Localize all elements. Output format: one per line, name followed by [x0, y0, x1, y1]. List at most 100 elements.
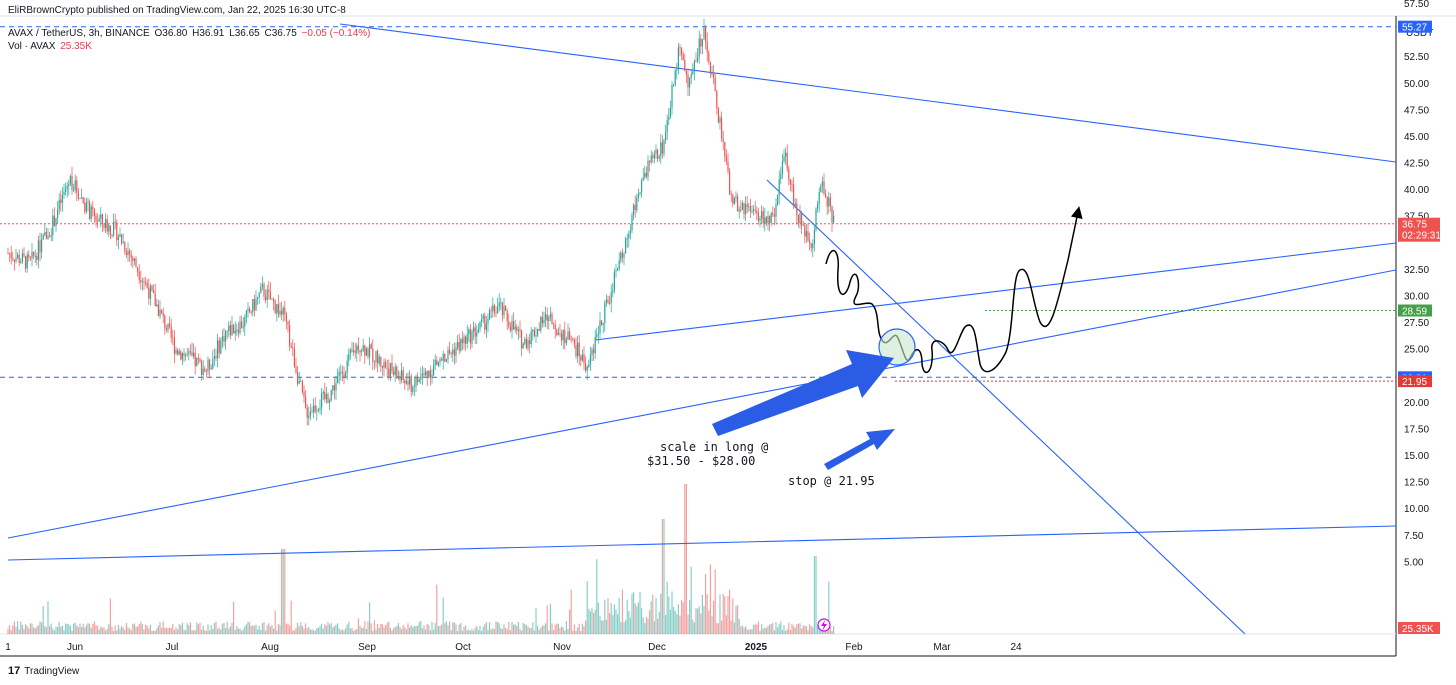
entry-zone-circle[interactable]	[878, 328, 916, 366]
candle-body	[404, 379, 406, 384]
y-tick-label: 45.00	[1404, 132, 1429, 143]
candle-body	[789, 179, 791, 185]
candle-body	[778, 179, 780, 196]
candle-body	[721, 117, 723, 139]
candle-body	[386, 367, 388, 369]
lightning-icon[interactable]	[817, 618, 831, 632]
volume-bar	[810, 626, 812, 634]
trendline[interactable]	[594, 242, 1396, 341]
candle-body	[769, 216, 771, 223]
volume-bar	[601, 620, 603, 634]
volume-bar	[154, 630, 156, 634]
volume-bar	[140, 621, 142, 634]
candle-body	[753, 209, 755, 211]
volume-bar	[431, 621, 433, 634]
candle-body	[831, 206, 833, 223]
candle-body	[383, 361, 385, 368]
volume-bar	[610, 603, 612, 634]
tradingview-footer[interactable]: 17 TradingView	[8, 665, 79, 677]
volume-bar	[796, 624, 798, 634]
volume-bar	[732, 598, 734, 634]
candle-body	[213, 356, 215, 359]
volume-bar	[63, 630, 65, 634]
candle-body	[591, 349, 593, 355]
candle-body	[604, 302, 606, 324]
candle-body	[410, 376, 412, 392]
candle-body	[433, 365, 435, 375]
x-tick-label: Nov	[553, 642, 571, 653]
candle-body	[655, 149, 657, 154]
volume-bar	[181, 622, 183, 634]
projection-path[interactable]	[825, 206, 1083, 374]
candle-body	[105, 219, 107, 228]
volume-bar	[423, 625, 425, 634]
candle-body	[42, 234, 44, 240]
volume-bar	[500, 628, 502, 634]
volume-bar	[554, 624, 556, 634]
x-tick-label: Aug	[261, 642, 279, 653]
volume-bar	[578, 623, 580, 634]
volume-bar	[143, 629, 145, 634]
candle-body	[306, 407, 308, 418]
volume-bar	[741, 625, 743, 634]
volume-bar	[239, 628, 241, 634]
time-axis[interactable]: 1 Jun Jul Aug Sep Oct Nov Dec 2025 Feb Mar 24	[5, 642, 1022, 653]
candle-body	[212, 359, 214, 369]
candle-body	[825, 193, 827, 197]
candle-body	[57, 209, 59, 218]
volume-bar	[772, 622, 774, 634]
candle-body	[697, 57, 699, 61]
candle-body	[249, 308, 251, 313]
symbol-name[interactable]: AVAX / TetherUS, 3h, BINANCE	[8, 28, 150, 39]
candle-body	[77, 192, 79, 199]
trendline[interactable]	[7, 525, 1396, 561]
volume-bar	[505, 627, 507, 634]
volume-bar	[705, 573, 707, 634]
scale-in-arrow-icon[interactable]	[712, 350, 894, 436]
candle-body	[623, 253, 625, 258]
volume-bar	[737, 605, 739, 634]
candle-body	[393, 371, 395, 375]
volume-bar	[295, 628, 297, 634]
trendline[interactable]	[339, 23, 1396, 163]
candle-body	[109, 225, 111, 235]
tradingview-brand[interactable]: TradingView	[24, 665, 80, 677]
candle-body	[173, 337, 175, 354]
volume-bar	[98, 629, 100, 634]
symbol-legend[interactable]: AVAX / TetherUS, 3h, BINANCE O36.80 H36.…	[8, 28, 372, 39]
volume-legend[interactable]: Vol · AVAX 25.35K	[8, 41, 94, 52]
candle-body	[233, 324, 235, 334]
volume-bar	[90, 627, 92, 634]
volume-tag-label: 25.35K	[1402, 624, 1434, 635]
candle-body	[804, 225, 806, 237]
volume-bar	[105, 630, 107, 634]
volume-bar	[33, 627, 35, 634]
volume-bar	[87, 623, 89, 634]
stop-arrow-icon[interactable]	[824, 429, 895, 470]
candle-body	[362, 345, 364, 351]
candle-body	[802, 225, 804, 227]
candle-body	[602, 323, 604, 325]
volume-bar	[775, 622, 777, 634]
trendline[interactable]	[7, 269, 1396, 539]
volume-bar	[543, 625, 545, 634]
volume-bar	[9, 625, 11, 634]
y-tick-label: 40.00	[1404, 185, 1429, 196]
candle-body	[733, 198, 735, 204]
volume-bar	[717, 623, 719, 634]
volume-bar	[151, 630, 153, 634]
trendlines[interactable]	[7, 23, 1396, 634]
candle-body	[607, 299, 609, 304]
volume-bar	[511, 622, 513, 634]
price-axis[interactable]: USDT 57.50 52.50 50.00 47.50 45.00 42.50 40.00 3…	[1404, 0, 1433, 568]
volume-bar	[13, 621, 15, 634]
volume-bar	[124, 629, 126, 634]
trendline[interactable]	[766, 179, 1246, 634]
candle-body	[373, 362, 375, 363]
volume-bar	[439, 626, 441, 634]
candle-body	[517, 329, 519, 331]
projection-drawings[interactable]	[712, 206, 1083, 470]
volume-bar	[106, 628, 108, 634]
volume-bar	[413, 625, 415, 634]
